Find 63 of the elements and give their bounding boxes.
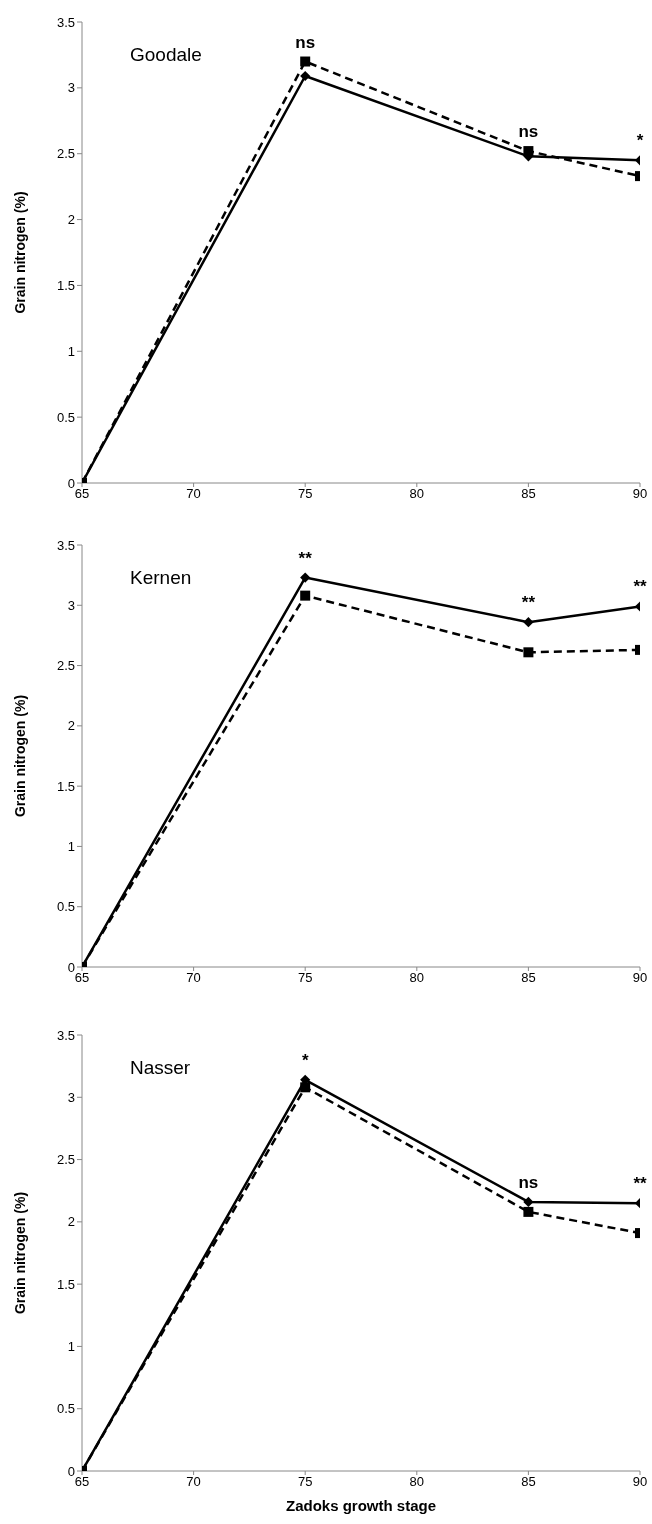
- y-axis-title: Grain nitrogen (%): [11, 1191, 28, 1315]
- x-tick-label: 75: [297, 970, 313, 986]
- y-tick-label: 3.5: [56, 537, 75, 553]
- y-tick-label: 3.5: [56, 14, 75, 30]
- annotation: ns: [295, 32, 316, 52]
- annotation: ns: [518, 1172, 539, 1192]
- y-tick-label: 2: [67, 1214, 75, 1230]
- x-axis-title: Zadoks growth stage: [285, 1497, 437, 1514]
- y-tick-label: 3: [67, 80, 75, 96]
- x-tick-label: 85: [521, 970, 536, 986]
- y-tick-label: 0.5: [56, 409, 75, 425]
- x-tick-label: 75: [297, 486, 313, 502]
- x-tick-label: 65: [74, 970, 90, 986]
- y-tick-label: 3: [67, 1089, 75, 1105]
- point: [300, 590, 311, 601]
- text: Goodale: [130, 44, 202, 66]
- point: [300, 56, 311, 67]
- y-tick-label: 1: [67, 1339, 75, 1355]
- x-tick-label: 90: [632, 970, 648, 986]
- point: [523, 1206, 534, 1217]
- x-tick-label: 80: [409, 970, 425, 986]
- y-axis-title: Grain nitrogen (%): [11, 694, 28, 818]
- text: Kernen: [130, 567, 192, 589]
- y-tick-label: 0.5: [56, 1401, 75, 1417]
- y-tick-label: 2: [67, 718, 75, 734]
- point: [300, 1082, 311, 1093]
- annotation: ns: [518, 122, 539, 142]
- x-tick-label: 90: [632, 486, 648, 502]
- y-tick-label: 1.5: [56, 1276, 75, 1292]
- y-tick-label: 2: [67, 212, 75, 228]
- y-tick-label: 1: [67, 839, 75, 855]
- x-tick-label: 65: [74, 486, 90, 502]
- y-tick-label: 2.5: [56, 1152, 75, 1168]
- y-axis-title: Grain nitrogen (%): [11, 191, 28, 314]
- annotation: **: [633, 577, 647, 597]
- annotation: **: [298, 548, 313, 568]
- x-tick-label: 80: [409, 486, 425, 502]
- x-tick-label: 70: [186, 486, 201, 502]
- y-tick-label: 1.5: [56, 778, 75, 794]
- y-tick-label: 0.5: [56, 899, 75, 915]
- y-tick-label: 0: [67, 959, 75, 975]
- x-tick-label: 85: [521, 1474, 536, 1490]
- annotation: *: [301, 1050, 309, 1070]
- annotation: **: [633, 1174, 647, 1194]
- point: [523, 647, 534, 658]
- x-tick-label: 85: [521, 486, 536, 502]
- x-tick-label: 75: [297, 1474, 313, 1490]
- x-tick-label: 90: [632, 1474, 648, 1490]
- annotation: **: [521, 593, 536, 613]
- annotation: *: [636, 131, 644, 151]
- y-tick-label: 2.5: [56, 146, 75, 162]
- y-tick-label: 3.5: [56, 1027, 75, 1043]
- x-tick-label: 80: [409, 1474, 425, 1490]
- y-tick-label: 3: [67, 597, 75, 613]
- y-tick-label: 2.5: [56, 658, 75, 674]
- x-tick-label: 65: [74, 1474, 90, 1490]
- y-tick-label: 1.5: [56, 278, 75, 294]
- y-tick-label: 0: [67, 1463, 75, 1479]
- x-tick-label: 70: [186, 1474, 201, 1490]
- y-tick-label: 1: [67, 343, 75, 359]
- x-tick-label: 70: [186, 970, 201, 986]
- y-tick-label: 0: [67, 475, 75, 491]
- text: Nasser: [130, 1057, 191, 1079]
